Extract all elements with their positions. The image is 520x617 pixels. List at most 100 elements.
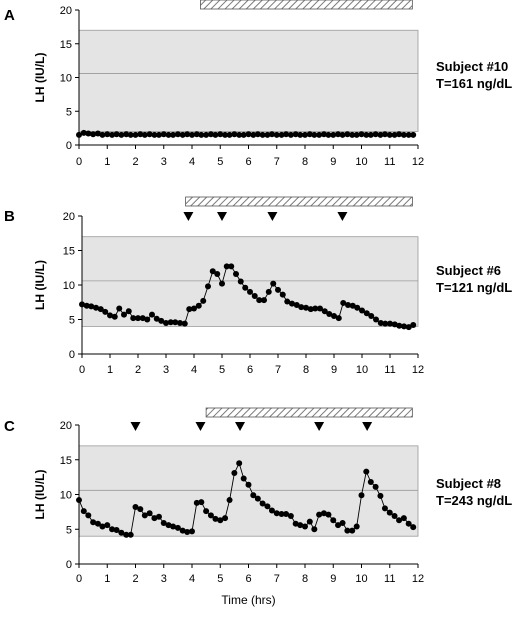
data-point <box>289 300 295 307</box>
data-point <box>93 304 99 311</box>
data-point <box>268 131 275 138</box>
data-point <box>200 297 207 304</box>
x-tick-label: 12 <box>412 364 424 376</box>
data-point <box>85 512 92 519</box>
x-tick-label: 5 <box>217 573 223 585</box>
data-point <box>287 131 294 138</box>
x-tick-label: 1 <box>107 364 113 376</box>
data-point <box>391 131 398 138</box>
x-tick-label: 2 <box>132 156 138 168</box>
data-point <box>279 291 286 298</box>
pulse-marker <box>267 212 278 221</box>
data-point <box>130 315 137 322</box>
treatment-bar <box>185 196 413 207</box>
data-point <box>363 468 370 475</box>
pulse-marker <box>235 422 246 431</box>
pulse-marker <box>130 422 141 431</box>
data-point <box>212 515 219 522</box>
x-tick-label: 8 <box>302 573 308 585</box>
data-point <box>198 131 205 138</box>
data-point <box>118 529 125 536</box>
data-point <box>245 481 252 488</box>
data-point <box>264 503 271 510</box>
data-point <box>270 280 277 287</box>
data-point <box>184 529 191 536</box>
data-point <box>321 308 328 315</box>
data-point <box>405 131 412 138</box>
x-tick-label: 2 <box>135 364 141 376</box>
data-point <box>207 131 214 138</box>
x-tick-label: 3 <box>163 364 169 376</box>
x-tick-label: 11 <box>384 573 395 585</box>
data-point <box>359 307 365 314</box>
data-point <box>254 131 261 138</box>
data-point <box>102 308 109 315</box>
data-point <box>391 513 398 520</box>
data-point <box>97 306 104 313</box>
x-tick-label: 9 <box>330 573 336 585</box>
data-point <box>179 527 186 534</box>
data-point <box>160 519 167 526</box>
data-point <box>155 513 162 520</box>
x-tick-label: 8 <box>302 156 308 168</box>
data-point <box>372 483 379 490</box>
data-point <box>153 315 160 322</box>
data-point <box>214 270 221 277</box>
pulse-marker <box>314 422 325 431</box>
x-tick-label: 4 <box>189 573 195 585</box>
x-tick-label: 1 <box>104 573 110 585</box>
data-point <box>256 297 263 304</box>
y-tick-label: 20 <box>63 211 75 223</box>
y-tick-label: 15 <box>60 455 72 467</box>
data-point <box>189 131 195 138</box>
data-point <box>191 305 197 312</box>
data-point <box>373 316 379 323</box>
data-point <box>340 299 347 306</box>
data-point <box>174 131 181 138</box>
y-tick-label: 0 <box>66 140 72 152</box>
data-point <box>353 131 360 138</box>
panel-label: C <box>4 418 15 435</box>
data-point <box>316 511 323 518</box>
data-point <box>377 131 384 138</box>
x-axis-label: Time (hrs) <box>221 593 275 607</box>
data-point <box>325 131 332 138</box>
data-point <box>167 319 174 326</box>
x-tick-label: 0 <box>76 156 82 168</box>
data-point <box>144 316 151 323</box>
x-tick-label: 7 <box>274 156 280 168</box>
data-point <box>207 512 214 519</box>
x-tick-label: 12 <box>412 573 424 585</box>
x-tick-label: 6 <box>245 156 251 168</box>
data-point <box>400 131 407 138</box>
data-point <box>104 522 111 529</box>
data-point <box>245 131 252 138</box>
data-point <box>151 515 158 522</box>
normal-range-band <box>78 445 419 537</box>
data-point <box>127 131 134 138</box>
data-point <box>306 518 313 525</box>
data-point <box>298 304 305 311</box>
y-tick-label: 0 <box>66 559 72 571</box>
y-tick-label: 5 <box>69 315 75 327</box>
x-tick-label: 12 <box>412 156 424 168</box>
data-point <box>118 131 125 138</box>
data-point <box>349 302 356 309</box>
data-point <box>121 311 127 318</box>
x-tick-label: 11 <box>384 364 395 376</box>
data-point <box>405 520 412 527</box>
data-point <box>132 131 139 138</box>
subject-label: Subject #6 <box>436 263 501 278</box>
data-point <box>273 131 280 138</box>
data-point <box>284 298 291 305</box>
data-point <box>354 304 361 311</box>
data-point <box>240 131 247 138</box>
x-tick-label: 4 <box>191 364 197 376</box>
data-point <box>222 515 229 522</box>
data-point <box>377 492 384 499</box>
data-point <box>265 288 272 295</box>
data-point <box>113 131 120 138</box>
data-point <box>278 131 285 138</box>
data-point <box>90 131 97 138</box>
